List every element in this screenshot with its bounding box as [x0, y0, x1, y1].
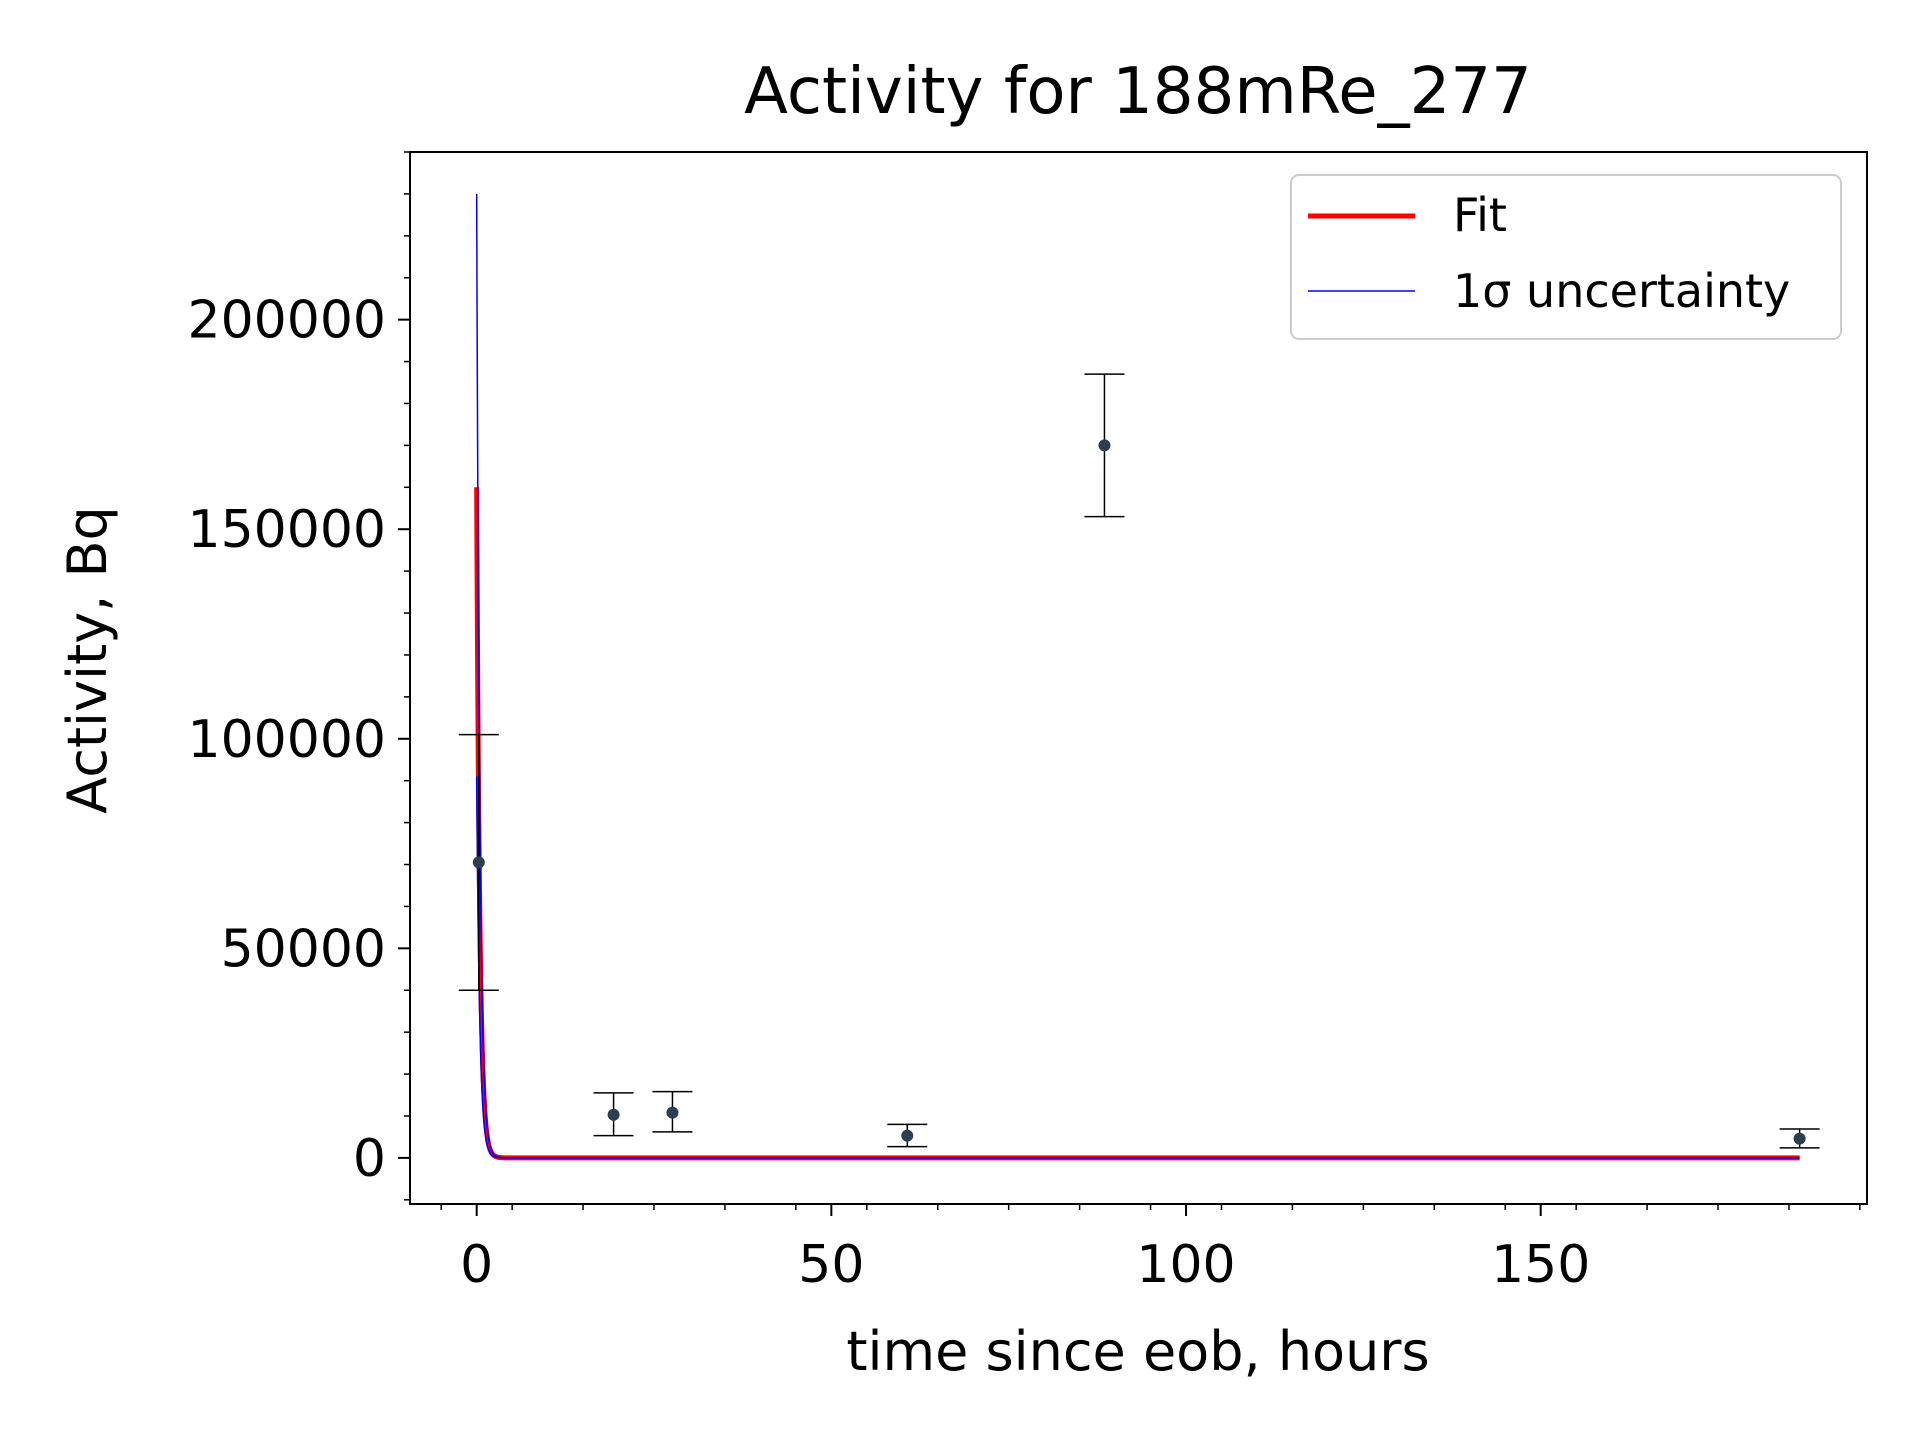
y-axis-label: Activity, Bq — [56, 506, 119, 814]
data-point-5 — [1793, 1132, 1806, 1145]
uncertainty-lower-curve — [475, 776, 1800, 1159]
y-tick-label-4: 200000 — [187, 291, 386, 351]
series-layer — [458, 193, 1820, 1161]
legend: Fit 1σ uncertainty — [1290, 174, 1842, 340]
x-tick-label-3: 150 — [1491, 1235, 1590, 1295]
data-point-1 — [607, 1108, 620, 1121]
y-tick-label-2: 100000 — [187, 710, 386, 770]
data-point-0 — [472, 856, 485, 869]
plot-area: 0 50 100 150 0 50000 100000 150000 200000 — [187, 151, 1868, 1295]
legend-uncertainty-label: 1σ uncertainty — [1453, 264, 1790, 318]
x-tick-label-0: 0 — [460, 1235, 493, 1295]
y-tick-label-3: 150000 — [187, 500, 386, 560]
y-tick-label-0: 0 — [353, 1129, 386, 1189]
plot-frame — [409, 151, 1868, 1205]
chart-title: Activity for 188mRe_277 — [744, 55, 1532, 129]
y-tick-label-1: 50000 — [221, 919, 386, 979]
data-point-2 — [666, 1106, 679, 1119]
x-axis-label: time since eob, hours — [846, 1320, 1429, 1383]
legend-fit-label: Fit — [1453, 188, 1507, 242]
legend-box — [1290, 174, 1842, 340]
data-point-3 — [901, 1129, 914, 1142]
tick-layer: 0 50 100 150 0 50000 100000 150000 200000 — [187, 151, 1861, 1295]
x-tick-label-2: 100 — [1136, 1235, 1235, 1295]
x-tick-label-1: 50 — [798, 1235, 864, 1295]
data-point-4 — [1098, 439, 1111, 452]
